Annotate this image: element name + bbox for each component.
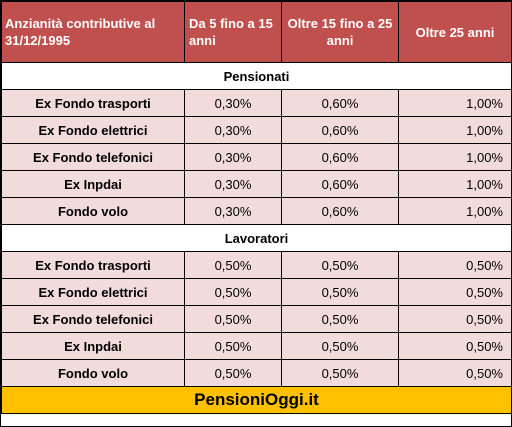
- header-seniority: Anzianità contributive al 31/12/1995: [1, 1, 185, 63]
- table-row: Ex Fondo elettrici 0,50% 0,50% 0,50%: [1, 278, 512, 306]
- cell-value: 0,60%: [281, 143, 399, 171]
- cell-value: 1,00%: [398, 170, 512, 198]
- cell-value: 1,00%: [398, 89, 512, 117]
- table-row: Ex Fondo trasporti 0,30% 0,60% 1,00%: [1, 89, 512, 117]
- row-label: Ex Fondo telefonici: [1, 143, 185, 171]
- cell-value: 0,50%: [398, 332, 512, 360]
- row-label: Ex Inpdai: [1, 170, 185, 198]
- footer-row: PensioniOggi.it: [1, 386, 512, 414]
- row-label: Ex Fondo elettrici: [1, 116, 185, 144]
- section-row-pensionati: Pensionati: [1, 62, 512, 90]
- cell-value: 0,30%: [184, 89, 282, 117]
- table-row: Ex Fondo telefonici 0,30% 0,60% 1,00%: [1, 143, 512, 171]
- row-label: Ex Inpdai: [1, 332, 185, 360]
- cell-value: 0,60%: [281, 116, 399, 144]
- footer-brand: PensioniOggi.it: [1, 386, 512, 414]
- cell-value: 0,60%: [281, 197, 399, 225]
- cell-value: 0,50%: [184, 251, 282, 279]
- cell-value: 0,50%: [184, 305, 282, 333]
- table-row: Ex Fondo telefonici 0,50% 0,50% 0,50%: [1, 305, 512, 333]
- header-5-to-15: Da 5 fino a 15 anni: [184, 1, 282, 63]
- table-row: Ex Fondo trasporti 0,50% 0,50% 0,50%: [1, 251, 512, 279]
- cell-value: 0,60%: [281, 170, 399, 198]
- cell-value: 1,00%: [398, 143, 512, 171]
- section-title: Lavoratori: [1, 224, 512, 252]
- cell-value: 0,50%: [281, 305, 399, 333]
- table-row: Ex Inpdai 0,50% 0,50% 0,50%: [1, 332, 512, 360]
- table-row: Fondo volo 0,30% 0,60% 1,00%: [1, 197, 512, 225]
- cell-value: 0,30%: [184, 143, 282, 171]
- contribution-table: Anzianità contributive al 31/12/1995 Da …: [1, 1, 512, 414]
- cell-value: 1,00%: [398, 116, 512, 144]
- cell-value: 0,50%: [398, 278, 512, 306]
- cell-value: 0,30%: [184, 197, 282, 225]
- row-label: Ex Fondo telefonici: [1, 305, 185, 333]
- cell-value: 0,50%: [281, 332, 399, 360]
- cell-value: 0,60%: [281, 89, 399, 117]
- row-label: Ex Fondo trasporti: [1, 89, 185, 117]
- table-row: Ex Inpdai 0,30% 0,60% 1,00%: [1, 170, 512, 198]
- cell-value: 1,00%: [398, 197, 512, 225]
- cell-value: 0,50%: [398, 359, 512, 387]
- row-label: Ex Fondo trasporti: [1, 251, 185, 279]
- cell-value: 0,50%: [281, 359, 399, 387]
- cell-value: 0,30%: [184, 116, 282, 144]
- cell-value: 0,50%: [184, 278, 282, 306]
- table-row: Fondo volo 0,50% 0,50% 0,50%: [1, 359, 512, 387]
- row-label: Fondo volo: [1, 197, 185, 225]
- cell-value: 0,50%: [398, 251, 512, 279]
- cell-value: 0,30%: [184, 170, 282, 198]
- header-over-25: Oltre 25 anni: [398, 1, 512, 63]
- cell-value: 0,50%: [184, 359, 282, 387]
- cell-value: 0,50%: [281, 251, 399, 279]
- cell-value: 0,50%: [398, 305, 512, 333]
- cell-value: 0,50%: [184, 332, 282, 360]
- row-label: Fondo volo: [1, 359, 185, 387]
- table-header-row: Anzianità contributive al 31/12/1995 Da …: [1, 1, 512, 63]
- table-row: Ex Fondo elettrici 0,30% 0,60% 1,00%: [1, 116, 512, 144]
- section-title: Pensionati: [1, 62, 512, 90]
- header-15-to-25: Oltre 15 fino a 25 anni: [281, 1, 399, 63]
- section-row-lavoratori: Lavoratori: [1, 224, 512, 252]
- row-label: Ex Fondo elettrici: [1, 278, 185, 306]
- cell-value: 0,50%: [281, 278, 399, 306]
